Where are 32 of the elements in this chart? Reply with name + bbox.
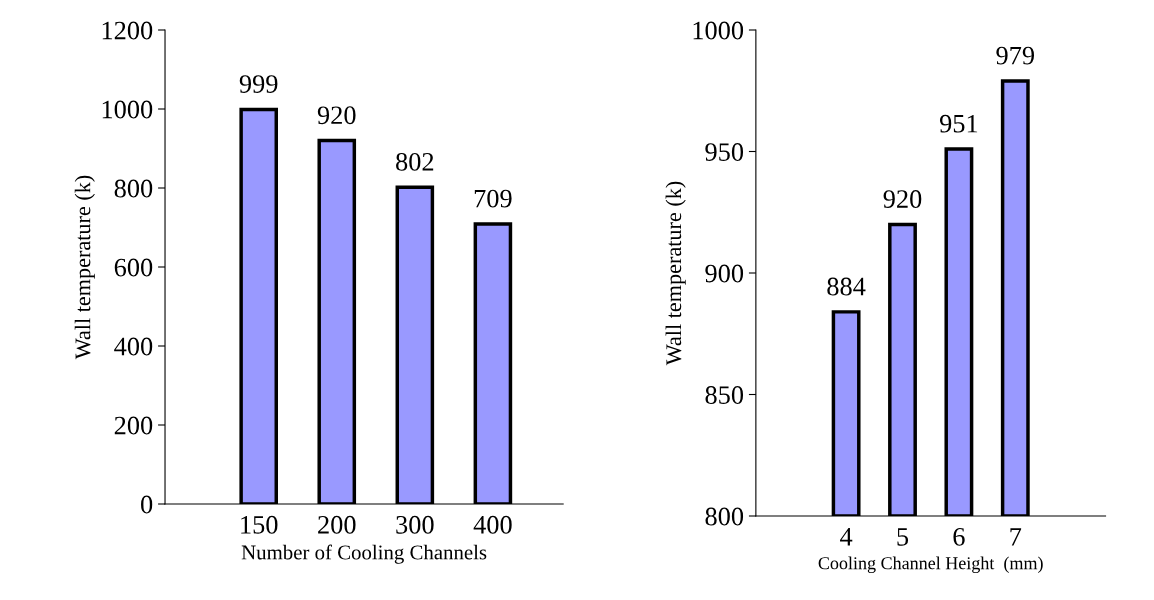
y-tick-label: 900 xyxy=(705,264,744,283)
y-tick-label: 800 xyxy=(114,179,153,198)
y-tick-label: 200 xyxy=(114,416,153,435)
y-tick-label: 1000 xyxy=(102,100,153,119)
y-tick-label: 0 xyxy=(141,495,153,514)
x-axis-title: Cooling Channel Height (mm) xyxy=(818,556,1043,574)
x-tick-label: 200 xyxy=(318,515,356,534)
x-tick-label: 400 xyxy=(473,515,512,534)
data-label: 709 xyxy=(474,189,512,208)
y-tick-label: 800 xyxy=(705,507,744,526)
y-axis-title: Wall temperature (k) xyxy=(74,175,95,360)
x-tick-label: 5 xyxy=(897,528,909,546)
y-tick-label: 950 xyxy=(705,143,744,161)
data-label: 920 xyxy=(883,190,922,208)
data-label: 920 xyxy=(317,106,356,125)
y-tick-label: 1000 xyxy=(693,21,744,40)
data-label: 884 xyxy=(827,277,866,296)
y-tick-label: 850 xyxy=(705,386,744,404)
data-label: 951 xyxy=(939,114,978,133)
x-tick-label: 7 xyxy=(1010,528,1022,546)
x-axis-title: Number of Cooling Channels xyxy=(241,544,487,564)
y-tick-label: 400 xyxy=(114,337,153,356)
data-label: 802 xyxy=(396,152,434,171)
y-tick-label: 1200 xyxy=(102,21,153,40)
data-label: 999 xyxy=(239,75,278,93)
x-tick-label: 6 xyxy=(953,527,965,546)
y-tick-label: 600 xyxy=(114,258,153,277)
data-label: 979 xyxy=(996,46,1035,65)
y-axis-title: Wall temperature (k) xyxy=(665,181,686,366)
x-tick-label: 4 xyxy=(840,528,853,546)
x-tick-label: 150 xyxy=(241,515,278,534)
x-tick-label: 300 xyxy=(396,515,434,534)
